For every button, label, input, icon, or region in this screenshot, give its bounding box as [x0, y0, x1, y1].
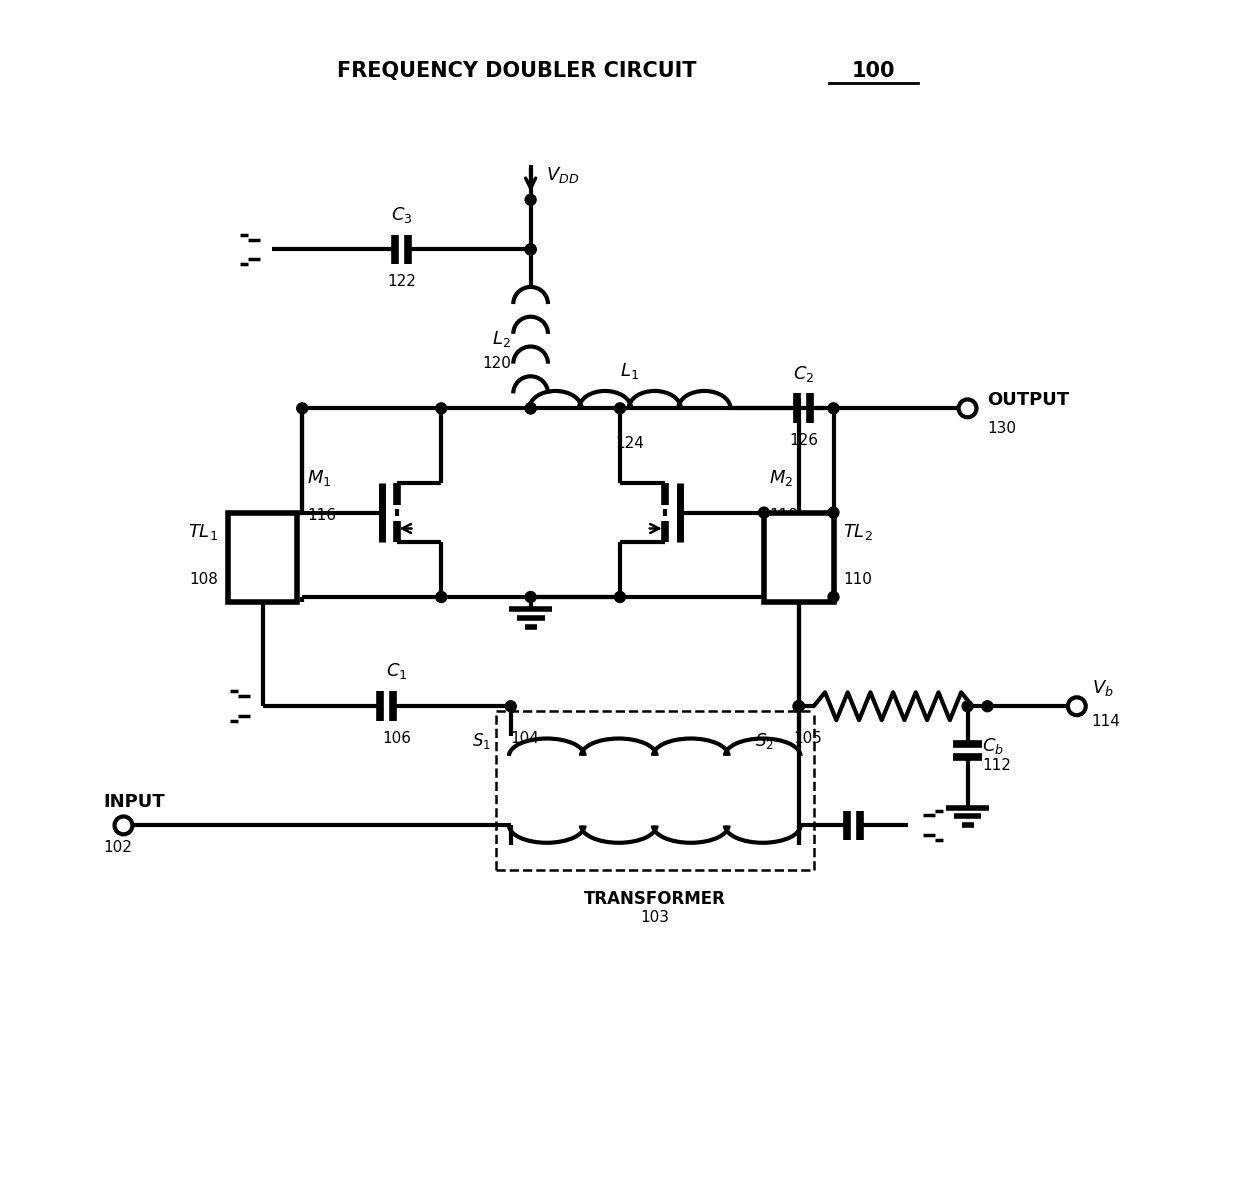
Text: $S_2$: $S_2$ — [755, 731, 774, 751]
Circle shape — [526, 403, 536, 414]
Text: 110: 110 — [843, 572, 872, 588]
Text: OUTPUT: OUTPUT — [987, 391, 1070, 409]
Text: 105: 105 — [794, 731, 822, 746]
Text: 130: 130 — [987, 420, 1017, 436]
Circle shape — [828, 508, 839, 518]
Circle shape — [435, 591, 446, 602]
Text: $S_1$: $S_1$ — [472, 731, 491, 751]
Text: 112: 112 — [982, 759, 1012, 773]
Text: 106: 106 — [382, 731, 412, 746]
Circle shape — [959, 400, 977, 418]
Circle shape — [794, 700, 805, 712]
Circle shape — [615, 403, 625, 414]
Text: 120: 120 — [482, 357, 511, 371]
Circle shape — [759, 508, 770, 518]
Text: 124: 124 — [615, 436, 645, 451]
Circle shape — [828, 591, 839, 602]
Text: 108: 108 — [188, 572, 218, 588]
Text: 118: 118 — [769, 508, 797, 523]
Text: 114: 114 — [1091, 715, 1121, 729]
Text: FREQUENCY DOUBLER CIRCUIT: FREQUENCY DOUBLER CIRCUIT — [337, 61, 704, 80]
Text: $M_2$: $M_2$ — [769, 468, 794, 487]
Text: $V_b$: $V_b$ — [1091, 679, 1114, 698]
Circle shape — [114, 816, 133, 834]
Text: 122: 122 — [387, 274, 415, 290]
Circle shape — [962, 700, 973, 712]
Text: $C_b$: $C_b$ — [982, 736, 1004, 757]
Bar — [228, 512, 298, 602]
Circle shape — [296, 403, 308, 414]
Circle shape — [526, 591, 536, 602]
Text: $C_3$: $C_3$ — [391, 205, 412, 225]
Text: 126: 126 — [789, 433, 818, 448]
Circle shape — [526, 194, 536, 205]
Circle shape — [615, 591, 625, 602]
Circle shape — [526, 244, 536, 255]
Bar — [764, 512, 833, 602]
Text: 103: 103 — [640, 910, 670, 925]
Circle shape — [1068, 698, 1086, 715]
Circle shape — [794, 700, 805, 712]
Circle shape — [435, 403, 446, 414]
Text: $TL_1$: $TL_1$ — [188, 522, 218, 542]
Text: $TL_2$: $TL_2$ — [843, 522, 873, 542]
Text: 116: 116 — [308, 508, 336, 523]
Circle shape — [526, 403, 536, 414]
Text: $C_2$: $C_2$ — [794, 364, 815, 383]
Circle shape — [506, 700, 516, 712]
Text: INPUT: INPUT — [104, 792, 165, 810]
Text: $C_1$: $C_1$ — [386, 662, 407, 681]
Text: 102: 102 — [104, 840, 133, 856]
Text: TRANSFORMER: TRANSFORMER — [584, 889, 725, 909]
Circle shape — [526, 244, 536, 255]
Text: $L_2$: $L_2$ — [492, 329, 511, 348]
Circle shape — [982, 700, 993, 712]
Text: 104: 104 — [511, 731, 539, 746]
Text: $M_1$: $M_1$ — [308, 468, 331, 487]
Text: $L_1$: $L_1$ — [620, 360, 640, 381]
Circle shape — [794, 700, 805, 712]
Circle shape — [828, 403, 839, 414]
Text: 100: 100 — [852, 61, 895, 80]
Text: $V_{DD}$: $V_{DD}$ — [546, 165, 579, 186]
